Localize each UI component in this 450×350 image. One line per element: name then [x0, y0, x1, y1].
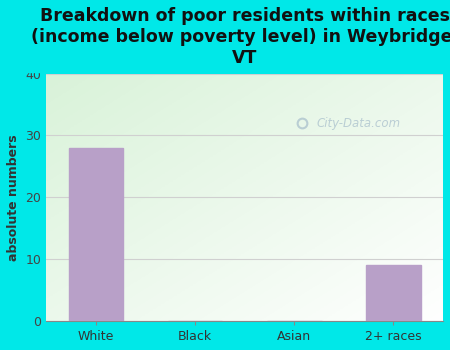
Text: City-Data.com: City-Data.com: [316, 117, 400, 130]
Bar: [366, 265, 421, 321]
Bar: [68, 148, 123, 321]
Y-axis label: absolute numbers: absolute numbers: [7, 134, 20, 261]
Title: Breakdown of poor residents within races
(income below poverty level) in Weybrid: Breakdown of poor residents within races…: [31, 7, 450, 66]
